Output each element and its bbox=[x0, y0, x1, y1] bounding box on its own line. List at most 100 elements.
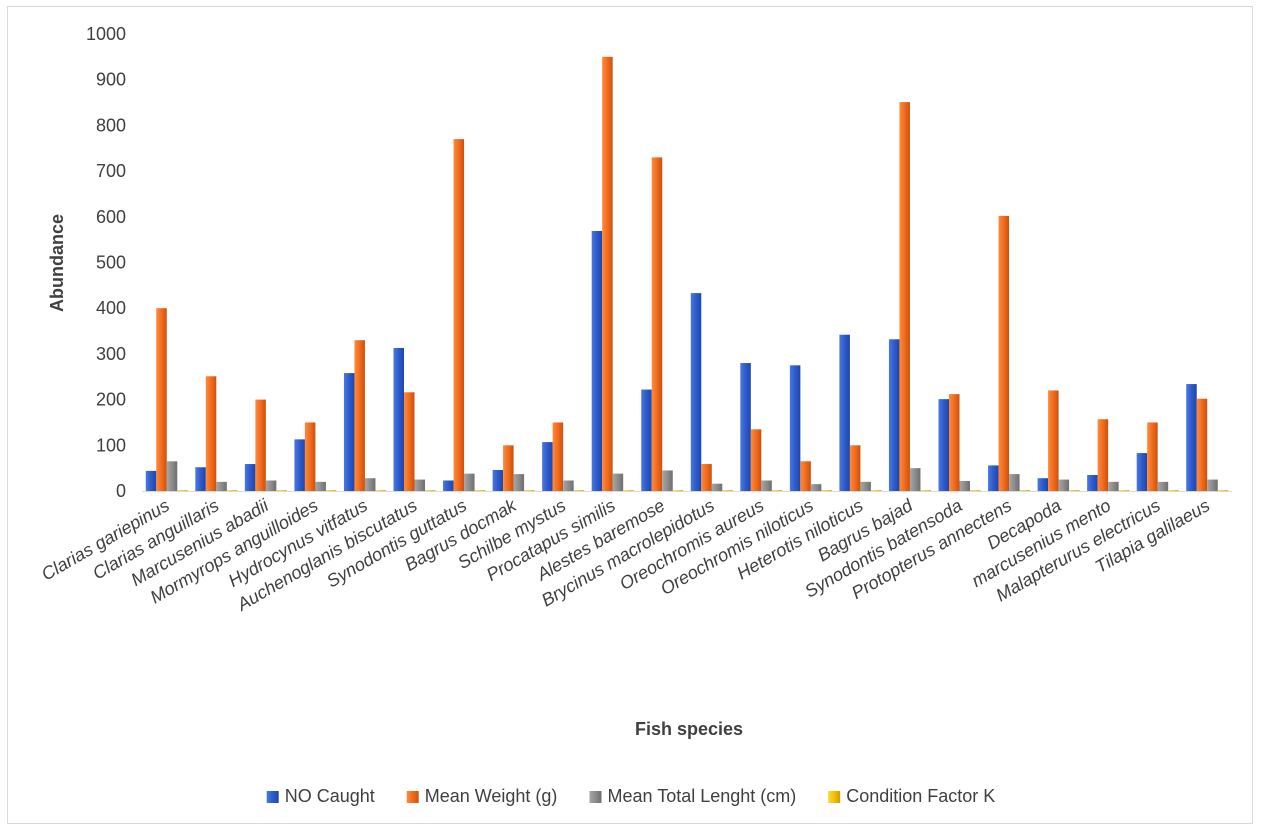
bar-mean-weight-g bbox=[156, 308, 167, 491]
bar-mean-weight-g bbox=[1147, 422, 1158, 491]
bar-mean-total-lenght-cm bbox=[1009, 474, 1020, 491]
bar-no-caught bbox=[988, 465, 999, 491]
bar-condition-factor-k bbox=[920, 490, 931, 491]
bar-mean-total-lenght-cm bbox=[711, 483, 723, 491]
legend-swatch bbox=[406, 791, 419, 803]
bar-mean-weight-g bbox=[701, 464, 712, 491]
bar-no-caught bbox=[888, 339, 900, 491]
bar-condition-factor-k bbox=[573, 490, 585, 491]
bar-no-caught bbox=[343, 373, 355, 491]
y-tick-label: 200 bbox=[96, 390, 126, 410]
bar-mean-total-lenght-cm bbox=[513, 474, 525, 491]
y-tick-label: 800 bbox=[96, 115, 126, 135]
bar-mean-total-lenght-cm bbox=[464, 473, 475, 491]
bar-mean-weight-g bbox=[899, 102, 910, 491]
bar-no-caught bbox=[443, 480, 454, 491]
bar-condition-factor-k bbox=[226, 490, 238, 491]
x-axis-title: Fish species bbox=[635, 719, 743, 739]
bar-no-caught bbox=[1087, 475, 1098, 491]
bar-condition-factor-k bbox=[276, 490, 287, 491]
y-tick-label: 300 bbox=[96, 344, 126, 364]
bar-mean-weight-g bbox=[354, 340, 365, 491]
bar-mean-total-lenght-cm bbox=[1157, 481, 1169, 491]
bar-mean-weight-g bbox=[205, 376, 217, 491]
legend-item: Mean Total Lenght (cm) bbox=[589, 786, 796, 806]
bar-no-caught bbox=[789, 365, 801, 491]
legend-swatch bbox=[266, 791, 279, 803]
bar-mean-weight-g bbox=[750, 429, 762, 491]
bar-no-caught bbox=[641, 389, 652, 491]
legend-item: NO Caught bbox=[266, 786, 375, 806]
y-axis-ticks: 0 100 200 300 400 500 600 700 800 900 1000 bbox=[86, 24, 126, 501]
y-tick-label: 500 bbox=[96, 253, 126, 273]
legend-label: Condition Factor K bbox=[846, 786, 995, 806]
bar-condition-factor-k bbox=[623, 490, 634, 491]
bar-mean-total-lenght-cm bbox=[810, 484, 822, 491]
legend: NO Caught Mean Weight (g) Mean Total Lengh… bbox=[266, 786, 995, 806]
bar-no-caught bbox=[492, 469, 504, 491]
bar-mean-total-lenght-cm bbox=[1207, 479, 1218, 491]
bar-condition-factor-k bbox=[1118, 490, 1130, 491]
bar-mean-weight-g bbox=[1196, 398, 1208, 491]
bar-mean-weight-g bbox=[304, 422, 316, 491]
legend-label: NO Caught bbox=[285, 786, 375, 806]
bar-condition-factor-k bbox=[970, 490, 981, 491]
bar-condition-factor-k bbox=[325, 490, 337, 491]
y-tick-label: 100 bbox=[96, 435, 126, 455]
bar-condition-factor-k bbox=[524, 490, 535, 491]
bar-mean-total-lenght-cm bbox=[414, 479, 425, 491]
bar-mean-total-lenght-cm bbox=[1108, 481, 1119, 491]
bar-no-caught bbox=[839, 334, 850, 491]
bar-no-caught bbox=[1136, 453, 1148, 491]
bar-condition-factor-k bbox=[177, 490, 188, 491]
legend-item: Condition Factor K bbox=[828, 786, 995, 806]
bar-no-caught bbox=[740, 363, 751, 491]
bar-no-caught bbox=[195, 467, 206, 491]
bar-condition-factor-k bbox=[375, 490, 386, 491]
bar-mean-weight-g bbox=[602, 56, 613, 491]
bar-no-caught bbox=[294, 439, 305, 491]
bar-mean-weight-g bbox=[404, 392, 415, 491]
bar-mean-total-lenght-cm bbox=[216, 481, 227, 491]
bar-condition-factor-k bbox=[870, 490, 882, 491]
bar-condition-factor-k bbox=[1168, 490, 1179, 491]
bar-mean-total-lenght-cm bbox=[265, 480, 277, 491]
bar-no-caught bbox=[393, 347, 404, 491]
y-tick-label: 0 bbox=[116, 481, 126, 501]
bar-mean-weight-g bbox=[949, 394, 960, 491]
bar-mean-weight-g bbox=[255, 399, 266, 491]
y-tick-label: 700 bbox=[96, 161, 126, 181]
bar-condition-factor-k bbox=[771, 490, 783, 491]
bar-mean-weight-g bbox=[998, 215, 1010, 491]
bar-condition-factor-k bbox=[722, 490, 733, 491]
bar-mean-total-lenght-cm bbox=[612, 473, 624, 491]
bar-mean-total-lenght-cm bbox=[860, 481, 871, 491]
bar-mean-weight-g bbox=[849, 445, 861, 491]
bar-mean-weight-g bbox=[503, 445, 514, 491]
legend-swatch bbox=[828, 791, 841, 803]
bar-condition-factor-k bbox=[1019, 490, 1031, 491]
bar-mean-total-lenght-cm bbox=[662, 470, 673, 491]
y-tick-label: 400 bbox=[96, 298, 126, 318]
bar-no-caught bbox=[244, 464, 256, 491]
y-tick-label: 1000 bbox=[86, 24, 126, 44]
bar-no-caught bbox=[690, 293, 702, 491]
bar-condition-factor-k bbox=[474, 490, 486, 491]
bar-mean-total-lenght-cm bbox=[166, 461, 178, 491]
bar-mean-total-lenght-cm bbox=[315, 481, 326, 491]
y-axis-title: Abundance bbox=[47, 214, 67, 312]
bar-mean-weight-g bbox=[453, 139, 465, 492]
bar-condition-factor-k bbox=[672, 490, 684, 491]
bar-no-caught bbox=[542, 442, 553, 491]
bar-mean-weight-g bbox=[1048, 390, 1059, 491]
bars bbox=[145, 56, 1229, 492]
bar-mean-weight-g bbox=[651, 157, 663, 491]
bar-mean-total-lenght-cm bbox=[959, 480, 970, 491]
bar-condition-factor-k bbox=[425, 490, 436, 491]
bar-mean-total-lenght-cm bbox=[1058, 479, 1070, 491]
bar-no-caught bbox=[1037, 478, 1049, 491]
bar-mean-total-lenght-cm bbox=[761, 480, 772, 491]
bar-mean-weight-g bbox=[552, 422, 564, 491]
bar-condition-factor-k bbox=[1069, 490, 1080, 491]
